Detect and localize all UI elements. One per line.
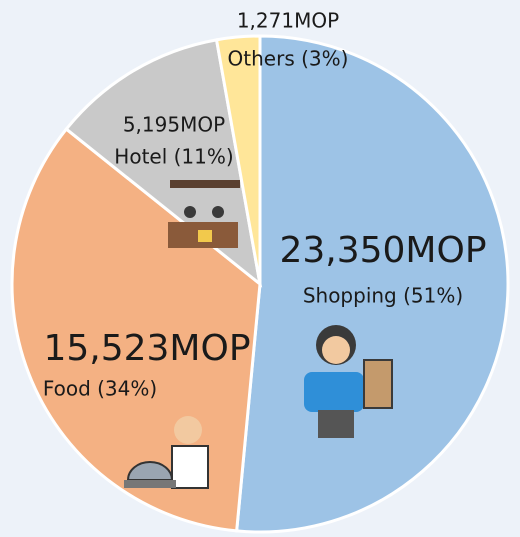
chart: 23,350MOP Shopping (51%) 15,523MOP Food (34…: [0, 0, 520, 537]
category-label: Food (34%): [43, 377, 157, 401]
value-label: 23,350MOP: [279, 230, 486, 271]
category-label: Others (3%): [228, 47, 349, 71]
value-label: 5,195MOP: [123, 113, 225, 137]
value-label: 15,523MOP: [43, 328, 250, 369]
category-label: Hotel (11%): [114, 145, 233, 169]
value-label: 1,271MOP: [237, 9, 339, 33]
category-label: Shopping (51%): [303, 284, 463, 308]
